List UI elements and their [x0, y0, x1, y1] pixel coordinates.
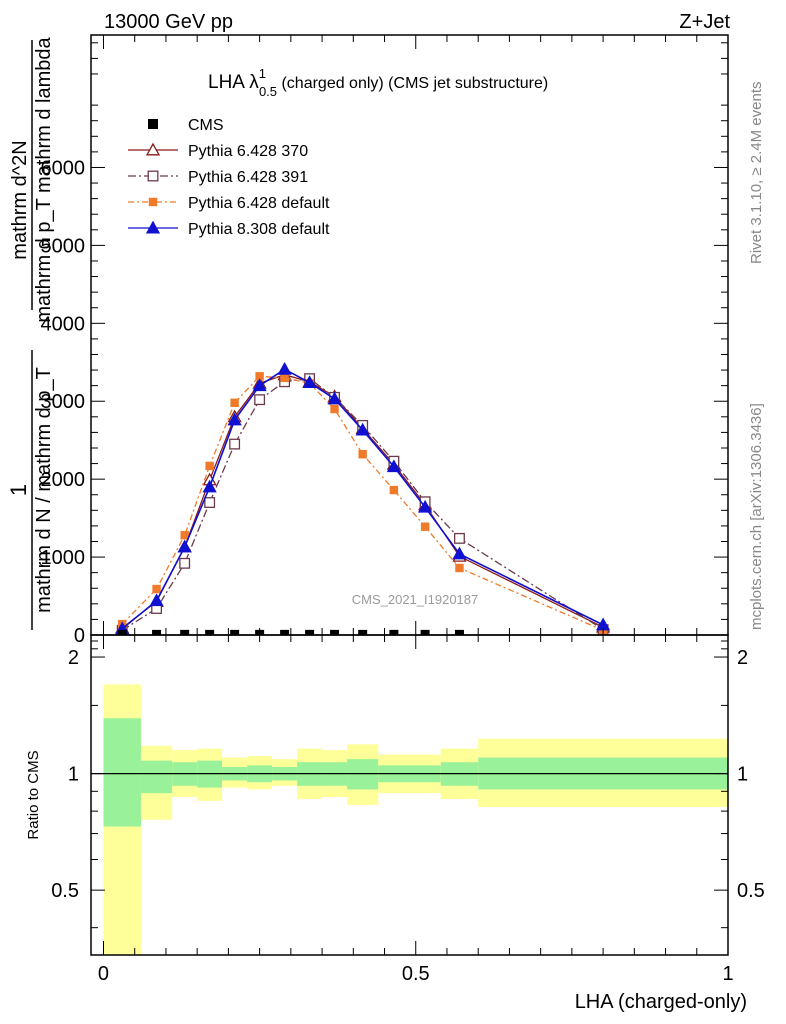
- series-2-point: [454, 532, 465, 544]
- header-right: Z+Jet: [679, 11, 730, 33]
- series-4-point: [302, 375, 317, 388]
- ratio-y-tick-label-right: 2: [737, 647, 748, 669]
- ratio-y-tick-label-right: 1: [737, 764, 748, 786]
- legend-label: CMS: [188, 117, 224, 134]
- series-line-3: [121, 375, 604, 631]
- series-3-point: [389, 485, 399, 495]
- series-3-point: [358, 450, 367, 459]
- series-3-point: [205, 461, 214, 471]
- legend-label: Pythia 6.428 default: [188, 195, 330, 212]
- ratio-y-tick-label: 2: [68, 647, 79, 669]
- legend-marker-4: [145, 220, 161, 234]
- main-y-tick-label: 0: [74, 625, 85, 647]
- plot-title-rest: (charged only) (CMS jet substructure): [277, 75, 548, 92]
- series-3-point: [255, 372, 264, 381]
- series-4-point: [452, 546, 467, 560]
- series-4-point: [386, 459, 401, 473]
- legend-marker-2: [147, 170, 159, 182]
- series-3-point: [152, 584, 161, 594]
- ratio-bands: [103, 684, 728, 955]
- cms-data-point: [152, 629, 162, 635]
- series-3-point: [180, 531, 189, 540]
- series-3-point: [330, 404, 339, 414]
- cms-data-point: [280, 629, 290, 635]
- series-line-4: [121, 368, 604, 630]
- series-3-point: [455, 563, 464, 573]
- ratio-band-green: [140, 760, 173, 794]
- main-y-tick-label: 3000: [41, 391, 86, 413]
- ratio-plot-frame: [90, 634, 729, 956]
- series-4-point: [252, 378, 267, 392]
- series-4-point: [355, 422, 370, 436]
- cms-data-point: [230, 629, 240, 635]
- series-2-point: [229, 438, 241, 450]
- x-tick-label: 0.5: [402, 963, 430, 985]
- series-line-2: [121, 377, 604, 631]
- ratio-band-green: [347, 759, 379, 790]
- y-label-frac2-den: mathrm d p_T mathrm d lambda: [33, 36, 55, 322]
- ratio-y-tick-label: 1: [68, 764, 79, 786]
- legend-marker-3: [148, 197, 158, 207]
- legend-label: Pythia 6.428 370: [188, 143, 308, 160]
- main-series: [115, 361, 611, 635]
- plot-title-sup: 1: [259, 66, 266, 81]
- header-left: 13000 GeV pp: [104, 11, 233, 33]
- ratio-y-tick-label: 0.5: [51, 880, 79, 902]
- series-4-point: [227, 412, 242, 426]
- cms-data-point: [117, 629, 127, 635]
- cms-data-point: [180, 629, 190, 635]
- ratio-band-green: [103, 718, 141, 827]
- series-4-point: [177, 539, 192, 553]
- series-2-point: [254, 394, 266, 406]
- cms-data-point: [420, 629, 430, 635]
- series-3-point: [280, 373, 289, 383]
- axes-ticks: 0 1000 2000 3000 4000 5000 6000 0 0.5 1 0.5 0.5 1 1 2 2: [41, 35, 765, 985]
- series-3-point: [420, 522, 430, 531]
- cms-data-point: [454, 629, 464, 635]
- main-y-tick-label: 2000: [41, 469, 86, 491]
- y-label-frac1-num: 1: [6, 484, 31, 496]
- legend-label: Pythia 8.308 default: [188, 221, 330, 238]
- cms-data-point: [358, 629, 368, 635]
- series-4-point: [149, 593, 164, 607]
- plot-title: LHA λ1 0.5 (charged only) (CMS jet substr…: [208, 66, 548, 99]
- series-4-point: [418, 499, 433, 513]
- plot-title-main: LHA λ: [208, 72, 259, 93]
- series-4-point: [327, 391, 342, 405]
- series-2-point: [179, 557, 191, 569]
- main-y-tick-label: 4000: [41, 313, 86, 335]
- plot-title-sub: 0.5: [259, 84, 277, 99]
- x-tick-label: 1: [722, 963, 733, 985]
- watermark: CMS_2021_I1920187: [352, 592, 479, 607]
- ratio-y-tick-label-right: 0.5: [737, 880, 765, 902]
- x-tick-label: 0: [98, 963, 109, 985]
- series-3-point: [230, 398, 239, 407]
- series-2-point: [204, 497, 216, 508]
- legend-marker-1: [145, 142, 161, 156]
- main-y-tick-label: 5000: [41, 235, 86, 257]
- series-4-point: [202, 479, 217, 493]
- main-y-tick-label: 1000: [41, 547, 86, 569]
- main-y-tick-label: 6000: [41, 157, 86, 179]
- cms-data-point: [389, 629, 399, 635]
- side-label-rivet: Rivet 3.1.10, ≥ 2.4M events: [748, 82, 765, 265]
- y-label-frac2-num: mathrm d^2N: [9, 140, 31, 259]
- side-label-mcplots: mcplots.cern.ch [arXiv:1306.3436]: [748, 403, 765, 630]
- series-4-point: [277, 361, 292, 375]
- cms-data-point: [205, 629, 215, 635]
- legend-label: Pythia 6.428 391: [188, 169, 308, 186]
- legend: CMS Pythia 6.428 370 Pythia 6.428 391 Pythi…: [128, 117, 330, 238]
- y-axis-label: 1 mathrm d N / mathrm d p_T mathrm d^2N …: [6, 36, 55, 630]
- cms-data-point: [330, 629, 340, 635]
- cms-data-point: [305, 629, 315, 635]
- ratio-y-label: Ratio to CMS: [25, 750, 42, 839]
- y-label-frac1-den: mathrm d N / mathrm d p_T: [33, 367, 55, 613]
- legend-marker-cms: [148, 119, 158, 129]
- x-axis-label: LHA (charged-only): [575, 991, 747, 1013]
